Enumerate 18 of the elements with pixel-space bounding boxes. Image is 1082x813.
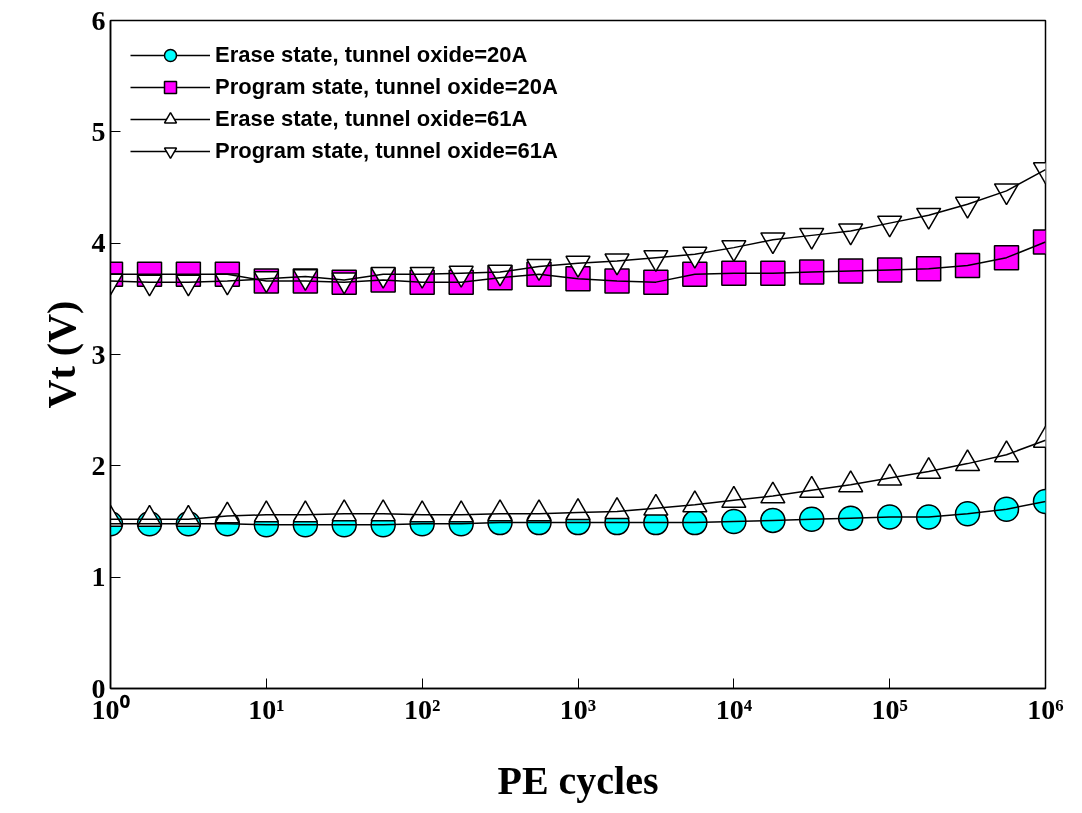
legend-label: Program state, tunnel oxide=61A xyxy=(215,138,558,164)
x-axis-title: PE cycles xyxy=(497,757,659,803)
y-tick-label: 2 xyxy=(91,449,106,481)
legend-label: Program state, tunnel oxide=20A xyxy=(215,74,558,100)
x-tick-label: 10⁵ xyxy=(871,693,908,725)
y-tick-label: 5 xyxy=(91,115,106,147)
legend-label: Erase state, tunnel oxide=61A xyxy=(215,106,528,132)
x-tick-label: 10⁶ xyxy=(1027,693,1064,725)
y-tick-label: 1 xyxy=(91,561,106,593)
y-tick-label: 6 xyxy=(91,4,106,36)
legend-label: Erase state, tunnel oxide=20A xyxy=(215,42,528,68)
x-tick-label: 10² xyxy=(403,693,441,725)
y-tick-label: 3 xyxy=(91,338,106,370)
y-axis-title: Vt (V) xyxy=(38,300,84,409)
x-tick-label: 10¹ xyxy=(248,693,285,725)
y-tick-label: 4 xyxy=(91,227,106,259)
x-tick-label: 10³ xyxy=(559,693,597,725)
x-tick-label: 10⁴ xyxy=(715,693,753,725)
